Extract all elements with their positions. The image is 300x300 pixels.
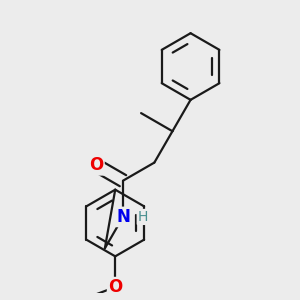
Text: O: O (108, 278, 122, 296)
Text: O: O (89, 156, 103, 174)
Text: N: N (116, 208, 130, 226)
Text: H: H (138, 210, 148, 224)
